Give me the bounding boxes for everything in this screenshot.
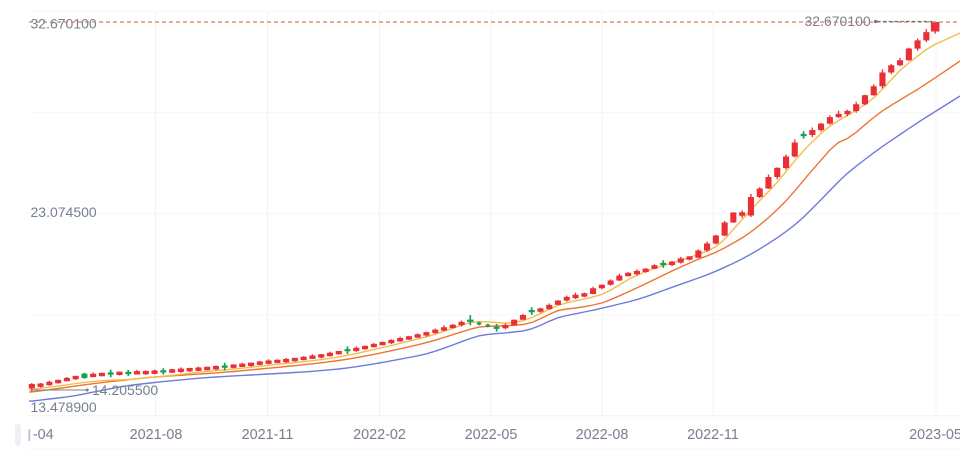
svg-text:2022-11: 2022-11 <box>687 427 739 443</box>
svg-text:13.478900: 13.478900 <box>31 399 97 415</box>
svg-text:-04: -04 <box>33 427 54 443</box>
svg-text:2021-11: 2021-11 <box>242 427 294 443</box>
svg-text:2022-02: 2022-02 <box>353 427 406 443</box>
svg-text:2021-08: 2021-08 <box>130 427 183 443</box>
svg-text:14.205500: 14.205500 <box>92 382 158 398</box>
svg-text:2022-08: 2022-08 <box>576 427 629 443</box>
svg-text:2022-05: 2022-05 <box>465 427 518 443</box>
svg-text:32.670100: 32.670100 <box>805 13 871 29</box>
svg-text:32.670100: 32.670100 <box>31 16 97 32</box>
svg-text:23.074500: 23.074500 <box>31 204 97 220</box>
svg-text:2023-05: 2023-05 <box>909 427 960 443</box>
